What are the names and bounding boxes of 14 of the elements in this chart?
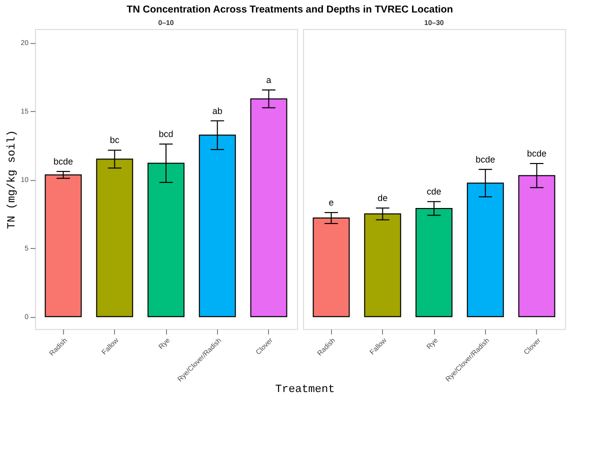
data-label: e — [328, 198, 334, 208]
data-label: bc — [110, 135, 120, 146]
data-label: bcde — [476, 154, 496, 164]
data-label: bcd — [158, 129, 174, 140]
data-label: de — [378, 193, 388, 204]
data-label: cde — [426, 186, 442, 197]
data-label: bcde — [526, 148, 547, 159]
data-label: a — [266, 74, 272, 85]
bar — [44, 174, 82, 318]
y-axis-title: TN (mg/kg soil) — [6, 130, 19, 230]
data-label: ab — [212, 106, 222, 116]
chart-title: TN Concentration Across Treatments and Depths in TVREC Location — [126, 4, 454, 16]
data-label: bcde — [53, 156, 74, 166]
x-axis-title: Treatment — [275, 384, 335, 396]
